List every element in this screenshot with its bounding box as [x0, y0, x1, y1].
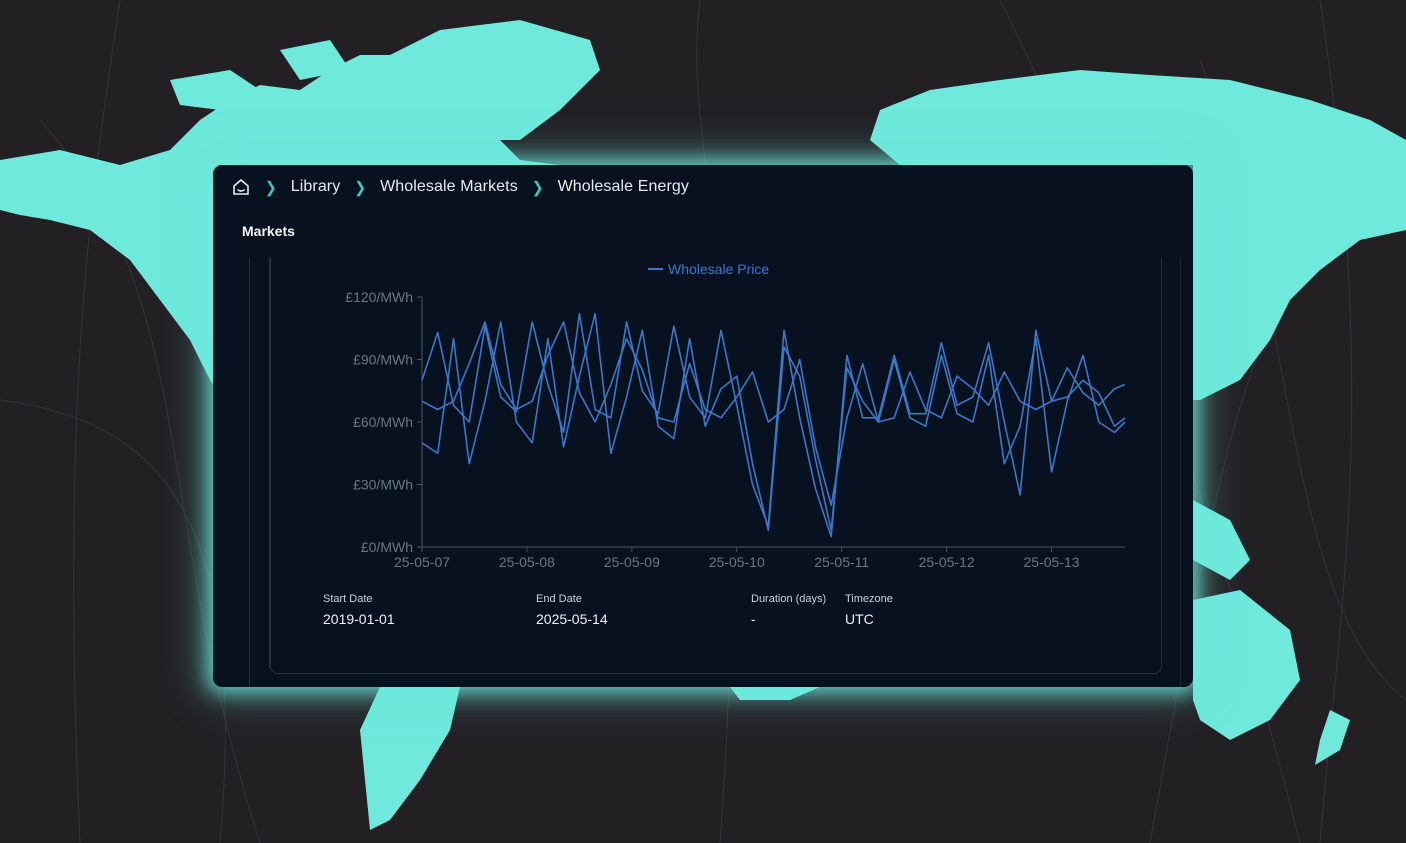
y-tick-label: £90/MWh: [353, 352, 413, 368]
greenland-shape: [380, 20, 600, 140]
arctic-islands-shape: [170, 40, 350, 110]
left-rail: [269, 258, 270, 668]
meta-value: 2025-05-14: [536, 611, 608, 627]
breadcrumb-item-wholesale-markets[interactable]: Wholesale Markets: [380, 178, 518, 195]
series-line-wholesale-price[interactable]: [421, 321, 1126, 507]
new-zealand-shape: [1315, 710, 1350, 765]
series-group: [421, 312, 1126, 538]
asia-south-shape: [1193, 500, 1250, 580]
australia-shape: [1193, 590, 1300, 740]
meta-label: End Date: [536, 593, 582, 605]
meta-value: -: [751, 611, 756, 627]
x-tick-label: 25-05-10: [709, 554, 765, 570]
breadcrumb: ❯ Library ❯ Wholesale Markets ❯ Wholesal…: [231, 175, 689, 199]
meta-timezone: Timezone UTC: [845, 593, 893, 627]
x-tick-label: 25-05-11: [814, 554, 869, 570]
meta-label: Start Date: [323, 593, 373, 605]
section-title: Markets: [242, 223, 295, 239]
wholesale-price-chart: Wholesale Price £0/MWh £30/MWh £60/MWh £90/…: [345, 261, 1126, 570]
breadcrumb-item-library[interactable]: Library: [290, 178, 341, 195]
africa-top-shape: [730, 687, 820, 700]
chevron-right-icon: ❯: [265, 177, 277, 196]
meta-label: Duration (days): [751, 593, 827, 605]
chart-card: [270, 258, 1162, 674]
left-rail: [249, 258, 250, 687]
chart-legend[interactable]: Wholesale Price: [648, 261, 769, 277]
wholesale-energy-panel: ❯ Library ❯ Wholesale Markets ❯ Wholesal…: [213, 165, 1193, 687]
chevron-right-icon: ❯: [354, 177, 367, 196]
home-icon[interactable]: [231, 177, 251, 197]
legend-entry-wholesale-price: Wholesale Price: [668, 261, 769, 277]
x-tick-label: 25-05-07: [394, 554, 450, 570]
y-tick-label: £120/MWh: [345, 289, 413, 305]
x-axis: 25-05-07 25-05-08 25-05-09 25-05-10 25-05-11…: [394, 546, 1125, 570]
x-tick-label: 25-05-13: [1024, 554, 1080, 570]
x-tick-label: 25-05-12: [919, 554, 975, 570]
south-america-shape: [360, 687, 460, 830]
meta-end-date: End Date 2025-05-14: [536, 593, 608, 627]
x-tick-label: 25-05-09: [604, 554, 660, 570]
series-line-wholesale-price[interactable]: [421, 312, 1126, 538]
x-tick-label: 25-05-08: [499, 554, 555, 570]
chevron-right-icon: ❯: [531, 177, 544, 196]
y-tick-label: £0/MWh: [361, 539, 413, 555]
breadcrumb-item-wholesale-energy[interactable]: Wholesale Energy: [557, 178, 690, 195]
meta-value: 2019-01-01: [323, 611, 395, 627]
y-tick-label: £30/MWh: [353, 477, 413, 493]
eurasia-shape: [870, 70, 1406, 400]
series-line-wholesale-price[interactable]: [421, 312, 1126, 532]
meta-value: UTC: [845, 611, 874, 627]
meta-label: Timezone: [845, 593, 893, 605]
y-tick-label: £60/MWh: [353, 414, 413, 430]
y-axis: £0/MWh £30/MWh £60/MWh £90/MWh £120/MWh: [345, 289, 423, 555]
meta-duration: Duration (days) -: [751, 593, 826, 627]
meta-start-date: Start Date 2019-01-01: [323, 593, 395, 627]
right-rail: [1180, 258, 1181, 687]
